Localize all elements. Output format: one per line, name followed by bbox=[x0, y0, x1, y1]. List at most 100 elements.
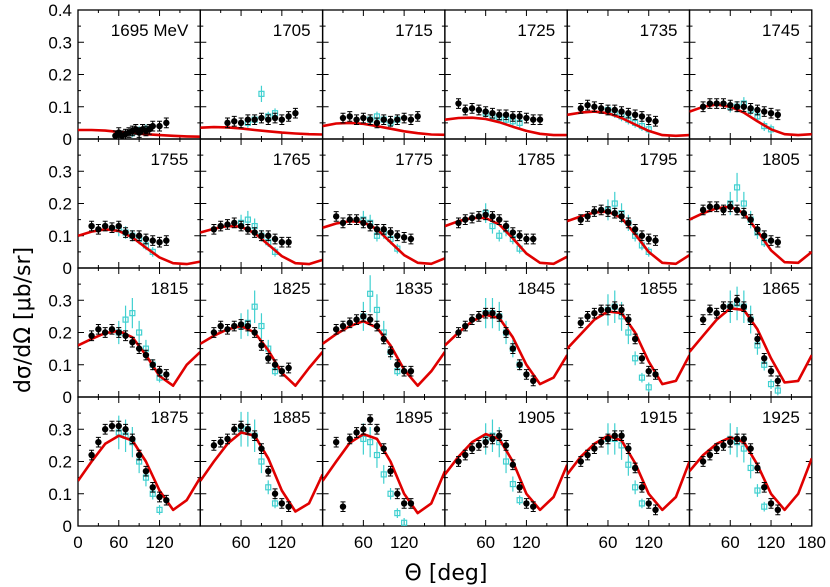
cyan-data-point bbox=[394, 245, 401, 252]
black-data-point bbox=[373, 322, 381, 330]
cyan-data-point bbox=[774, 387, 781, 394]
black-data-point bbox=[455, 329, 462, 336]
black-data-point bbox=[516, 232, 523, 239]
black-data-point bbox=[115, 222, 122, 230]
cyan-data-point bbox=[502, 458, 510, 465]
black-data-point bbox=[285, 239, 292, 246]
energy-label: 1825 bbox=[273, 279, 311, 298]
black-data-point bbox=[577, 458, 584, 465]
panel-19: 1875 bbox=[77, 396, 201, 527]
panel-plot-area bbox=[78, 298, 201, 387]
black-data-point bbox=[509, 461, 517, 468]
cyan-data-point bbox=[625, 329, 632, 336]
energy-label: 1755 bbox=[150, 150, 188, 169]
black-data-point bbox=[516, 484, 523, 491]
cyan-data-point bbox=[271, 500, 279, 507]
panel-23: 1915 bbox=[566, 396, 691, 527]
cyan-data-point bbox=[638, 500, 646, 507]
black-data-point bbox=[251, 432, 258, 439]
black-data-point bbox=[631, 464, 639, 472]
black-data-point bbox=[747, 445, 754, 452]
black-data-point bbox=[652, 506, 659, 514]
black-data-point bbox=[163, 119, 170, 127]
y-tick-label: 0.3 bbox=[48, 420, 72, 439]
panel-plot-area bbox=[200, 411, 323, 513]
black-data-point bbox=[727, 101, 734, 109]
black-data-point bbox=[231, 219, 238, 227]
panel-plot-area bbox=[78, 415, 201, 515]
black-data-point bbox=[163, 237, 170, 244]
black-data-point bbox=[251, 329, 258, 336]
cyan-data-point bbox=[258, 458, 265, 465]
black-data-point bbox=[156, 368, 163, 375]
black-data-point bbox=[387, 118, 394, 125]
black-data-point bbox=[278, 239, 286, 246]
black-data-point bbox=[530, 503, 537, 510]
black-data-point bbox=[231, 426, 238, 433]
black-data-point bbox=[271, 235, 279, 243]
black-data-point bbox=[346, 216, 353, 223]
black-data-point bbox=[631, 335, 639, 343]
black-data-point bbox=[604, 208, 612, 215]
black-data-point bbox=[523, 114, 530, 122]
black-data-point bbox=[761, 108, 768, 115]
black-data-point bbox=[774, 111, 782, 119]
black-data-point bbox=[122, 229, 129, 236]
energy-label: 1845 bbox=[517, 279, 555, 298]
black-data-point bbox=[482, 309, 489, 317]
panel-plot-area bbox=[689, 423, 812, 516]
panel-16: 1845 bbox=[444, 267, 568, 398]
energy-label: 1695 MeV bbox=[111, 21, 189, 40]
black-data-point bbox=[625, 445, 632, 452]
y-tick-label: 0.1 bbox=[48, 485, 72, 504]
black-data-point bbox=[652, 118, 659, 125]
black-data-point bbox=[523, 500, 530, 507]
axes-labels: 0 0.1 0.2 0.3 0.4 0 0.1 0.2 0.3 0 0.1 0.2 0.3 0 0.1 0.2… bbox=[48, 1, 826, 552]
black-data-point bbox=[591, 208, 598, 215]
black-data-point bbox=[733, 297, 741, 304]
black-data-point bbox=[88, 451, 95, 459]
cyan-data-point bbox=[632, 484, 639, 491]
energy-label: 1705 bbox=[273, 21, 311, 40]
black-data-point bbox=[258, 342, 265, 349]
cyan-data-point bbox=[625, 461, 632, 468]
black-data-point bbox=[271, 114, 279, 122]
x-tick-label: 120 bbox=[757, 533, 785, 552]
black-data-point bbox=[523, 235, 530, 243]
cyan-data-point bbox=[387, 490, 394, 497]
black-data-point bbox=[645, 368, 652, 375]
panel-plot-area bbox=[567, 191, 690, 266]
cyan-data-point bbox=[496, 232, 503, 239]
black-data-point bbox=[740, 303, 748, 310]
model-curve bbox=[567, 110, 690, 138]
panel-9: 1775 bbox=[321, 138, 446, 269]
black-data-point bbox=[251, 229, 258, 236]
black-data-point bbox=[496, 216, 503, 223]
cyan-data-point bbox=[509, 480, 516, 488]
panel-plot-area bbox=[689, 97, 812, 137]
black-data-point bbox=[496, 313, 503, 320]
black-data-point bbox=[224, 221, 231, 228]
black-data-point bbox=[265, 467, 272, 475]
cyan-data-point bbox=[258, 90, 265, 97]
y-tick-label: 0 bbox=[63, 259, 72, 278]
y-tick-label: 0.2 bbox=[48, 195, 72, 214]
black-data-point bbox=[108, 422, 116, 430]
black-data-point bbox=[584, 101, 591, 109]
cyan-data-point bbox=[129, 310, 136, 317]
panel-plot-area bbox=[689, 172, 812, 265]
black-data-point bbox=[122, 332, 129, 339]
black-data-point bbox=[747, 216, 754, 223]
cyan-data-point bbox=[645, 248, 652, 255]
panel-12: 1805 bbox=[688, 138, 813, 269]
x-tick-label: 60 bbox=[232, 533, 251, 552]
black-data-point bbox=[265, 355, 272, 362]
panel-17: 1855 bbox=[566, 267, 691, 398]
panel-1: 1695 MeV bbox=[77, 9, 201, 140]
black-data-point bbox=[727, 203, 734, 210]
cyan-data-point bbox=[747, 464, 754, 472]
black-data-point bbox=[747, 316, 754, 323]
cyan-data-point bbox=[373, 451, 381, 459]
black-data-point bbox=[156, 122, 163, 130]
